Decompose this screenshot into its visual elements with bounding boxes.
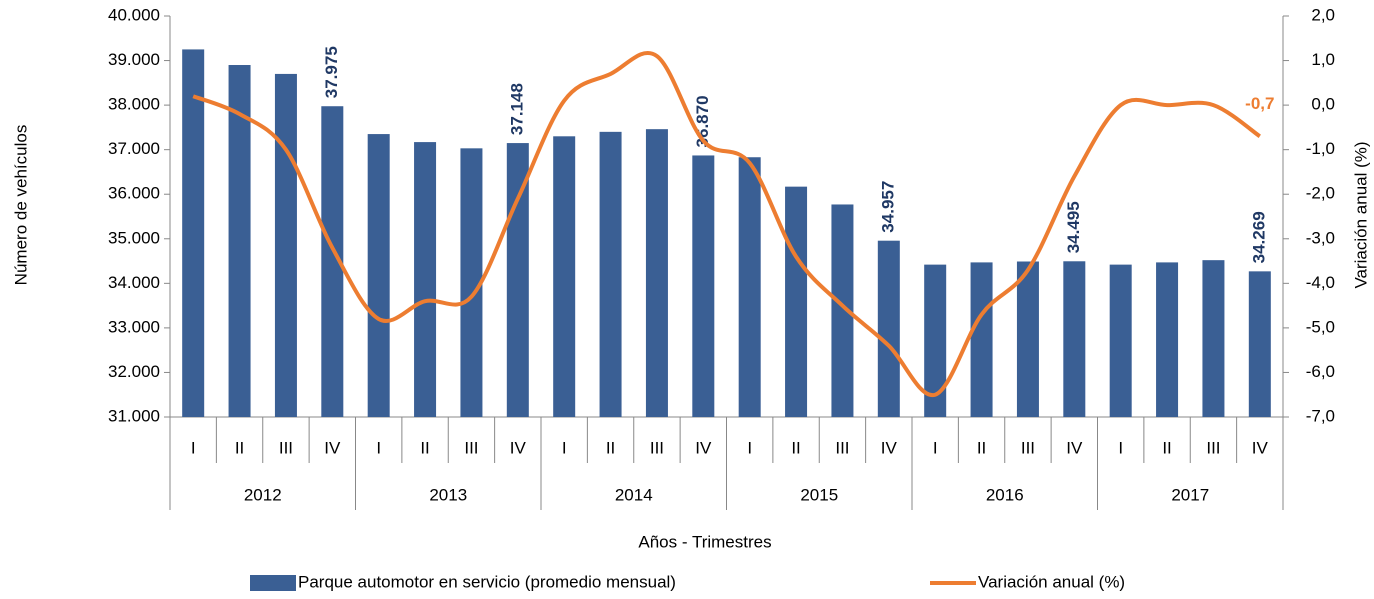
x-tick-label: III <box>464 438 478 457</box>
bar <box>692 155 715 417</box>
bar-value-label: 34.495 <box>1064 201 1083 253</box>
y2-tick-label: -7,0 <box>1306 406 1335 425</box>
x-tick-label: IV <box>324 438 341 457</box>
bar <box>831 204 854 417</box>
bar <box>877 240 900 417</box>
x-tick-label: III <box>650 438 664 457</box>
bar <box>182 49 205 418</box>
y2-tick-label: 2,0 <box>1311 5 1335 24</box>
legend-label: Parque automotor en servicio (promedio m… <box>298 572 676 591</box>
bar <box>924 264 947 417</box>
x-tick-label: IV <box>1252 438 1269 457</box>
y2-tick-label: -1,0 <box>1306 139 1335 158</box>
y2-tick-label: -4,0 <box>1306 273 1335 292</box>
bar <box>1109 264 1132 417</box>
y-axis-label: Número de vehículos <box>11 125 30 286</box>
bar <box>1202 260 1225 417</box>
x-tick-label: III <box>1206 438 1220 457</box>
bar <box>1248 271 1271 417</box>
x-tick-label: III <box>835 438 849 457</box>
bar <box>785 186 808 417</box>
x-tick-label: IV <box>881 438 898 457</box>
bar-value-label: 34.269 <box>1249 211 1268 263</box>
y-tick-label: 36.000 <box>108 184 160 203</box>
bar <box>645 129 668 417</box>
y2-tick-label: -5,0 <box>1306 317 1335 336</box>
bar <box>553 136 576 418</box>
y-tick-label: 31.000 <box>108 406 160 425</box>
y2-tick-label: 1,0 <box>1311 50 1335 69</box>
bar <box>228 65 251 417</box>
y-tick-label: 38.000 <box>108 95 160 114</box>
x-tick-label: II <box>235 438 244 457</box>
x-group-label: 2012 <box>244 485 282 504</box>
x-axis-label: Años - Trimestres <box>638 532 771 551</box>
x-tick-label: I <box>1118 438 1123 457</box>
bar <box>738 157 761 418</box>
x-tick-label: I <box>191 438 196 457</box>
bar <box>970 262 993 417</box>
x-tick-label: II <box>420 438 429 457</box>
x-group-label: 2014 <box>615 485 653 504</box>
line-value-label: -0,7 <box>1245 94 1274 113</box>
legend-label: Variación anual (%) <box>978 572 1125 591</box>
bar-value-label: 37.975 <box>322 46 341 98</box>
bar <box>460 148 483 417</box>
y2-tick-label: -2,0 <box>1306 184 1335 203</box>
x-tick-label: II <box>606 438 615 457</box>
x-tick-label: II <box>791 438 800 457</box>
x-group-label: 2016 <box>986 485 1024 504</box>
y-tick-label: 35.000 <box>108 228 160 247</box>
bar <box>274 73 297 417</box>
bar <box>599 131 622 417</box>
x-tick-label: IV <box>510 438 527 457</box>
x-tick-label: I <box>376 438 381 457</box>
bar <box>321 106 344 417</box>
y-tick-label: 32.000 <box>108 362 160 381</box>
y-tick-label: 37.000 <box>108 139 160 158</box>
x-tick-label: I <box>747 438 752 457</box>
y2-tick-label: -6,0 <box>1306 362 1335 381</box>
x-tick-label: IV <box>695 438 712 457</box>
x-group-label: 2013 <box>429 485 467 504</box>
x-group-label: 2017 <box>1171 485 1209 504</box>
x-group-label: 2015 <box>800 485 838 504</box>
x-tick-label: III <box>1021 438 1035 457</box>
bar-value-label: 37.148 <box>507 83 526 135</box>
x-tick-label: I <box>562 438 567 457</box>
x-tick-label: II <box>977 438 986 457</box>
x-tick-label: III <box>279 438 293 457</box>
bar <box>1016 261 1039 417</box>
bar-value-label: 34.957 <box>878 181 897 233</box>
y-tick-label: 34.000 <box>108 273 160 292</box>
x-tick-label: II <box>1162 438 1171 457</box>
y-tick-label: 40.000 <box>108 5 160 24</box>
y2-tick-label: -3,0 <box>1306 228 1335 247</box>
legend-swatch <box>250 575 296 591</box>
line <box>192 51 1261 397</box>
bar <box>367 134 390 418</box>
x-tick-label: I <box>933 438 938 457</box>
y-tick-label: 33.000 <box>108 317 160 336</box>
bar <box>414 142 437 417</box>
y-tick-label: 39.000 <box>108 50 160 69</box>
y2-tick-label: 0,0 <box>1311 95 1335 114</box>
bar <box>1156 262 1179 417</box>
y2-axis-label: Variación anual (%) <box>1351 141 1370 288</box>
bar <box>1063 261 1086 417</box>
x-tick-label: IV <box>1066 438 1083 457</box>
